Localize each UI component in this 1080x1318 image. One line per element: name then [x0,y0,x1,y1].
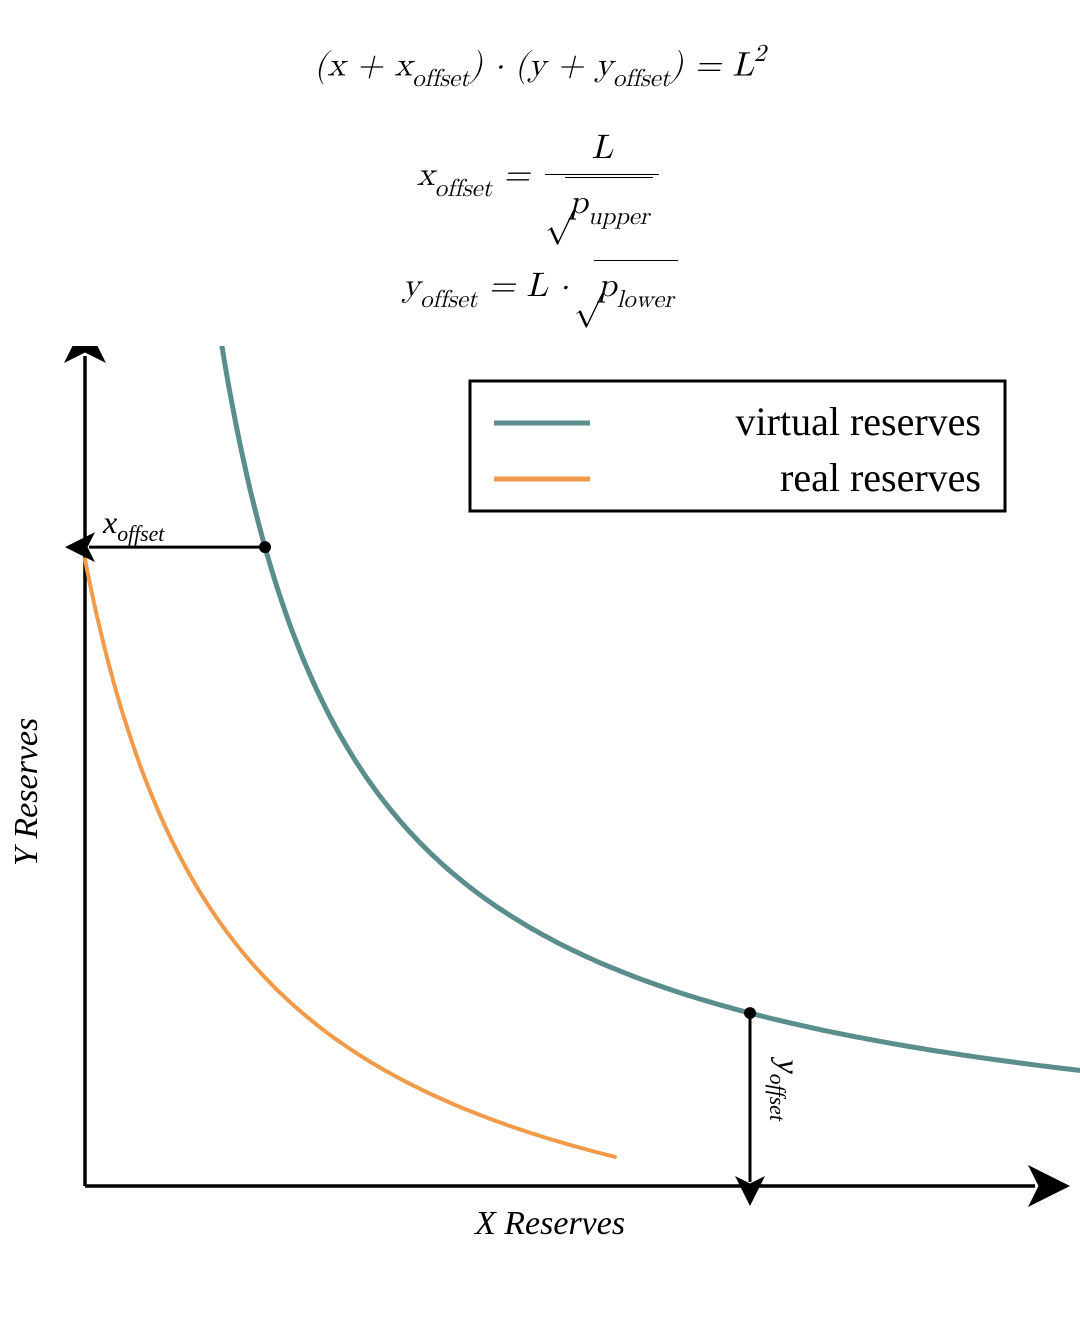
svg-text:X Reserves: X Reserves [473,1205,625,1242]
svg-text:virtual reserves: virtual reserves [736,399,981,444]
svg-text:xoffset: xoffset [102,504,165,546]
chart-svg: xoffset yoffset X Reserves Y Reserves virtua… [0,346,1080,1306]
equation-3: yoffset = L · plower [0,260,1080,316]
equations-block: (x + xoffset) · (y + yoffset) = L2 xoffs… [0,0,1080,316]
equation-1: (x + xoffset) · (y + yoffset) = L2 [0,38,1080,95]
equation-2: xoffset = L pupper [0,123,1080,233]
svg-text:Y Reserves: Y Reserves [8,718,45,866]
svg-text:real reserves: real reserves [780,455,981,500]
svg-text:yoffset: yoffset [765,1056,807,1121]
reserves-chart: xoffset yoffset X Reserves Y Reserves virtua… [0,346,1080,1306]
